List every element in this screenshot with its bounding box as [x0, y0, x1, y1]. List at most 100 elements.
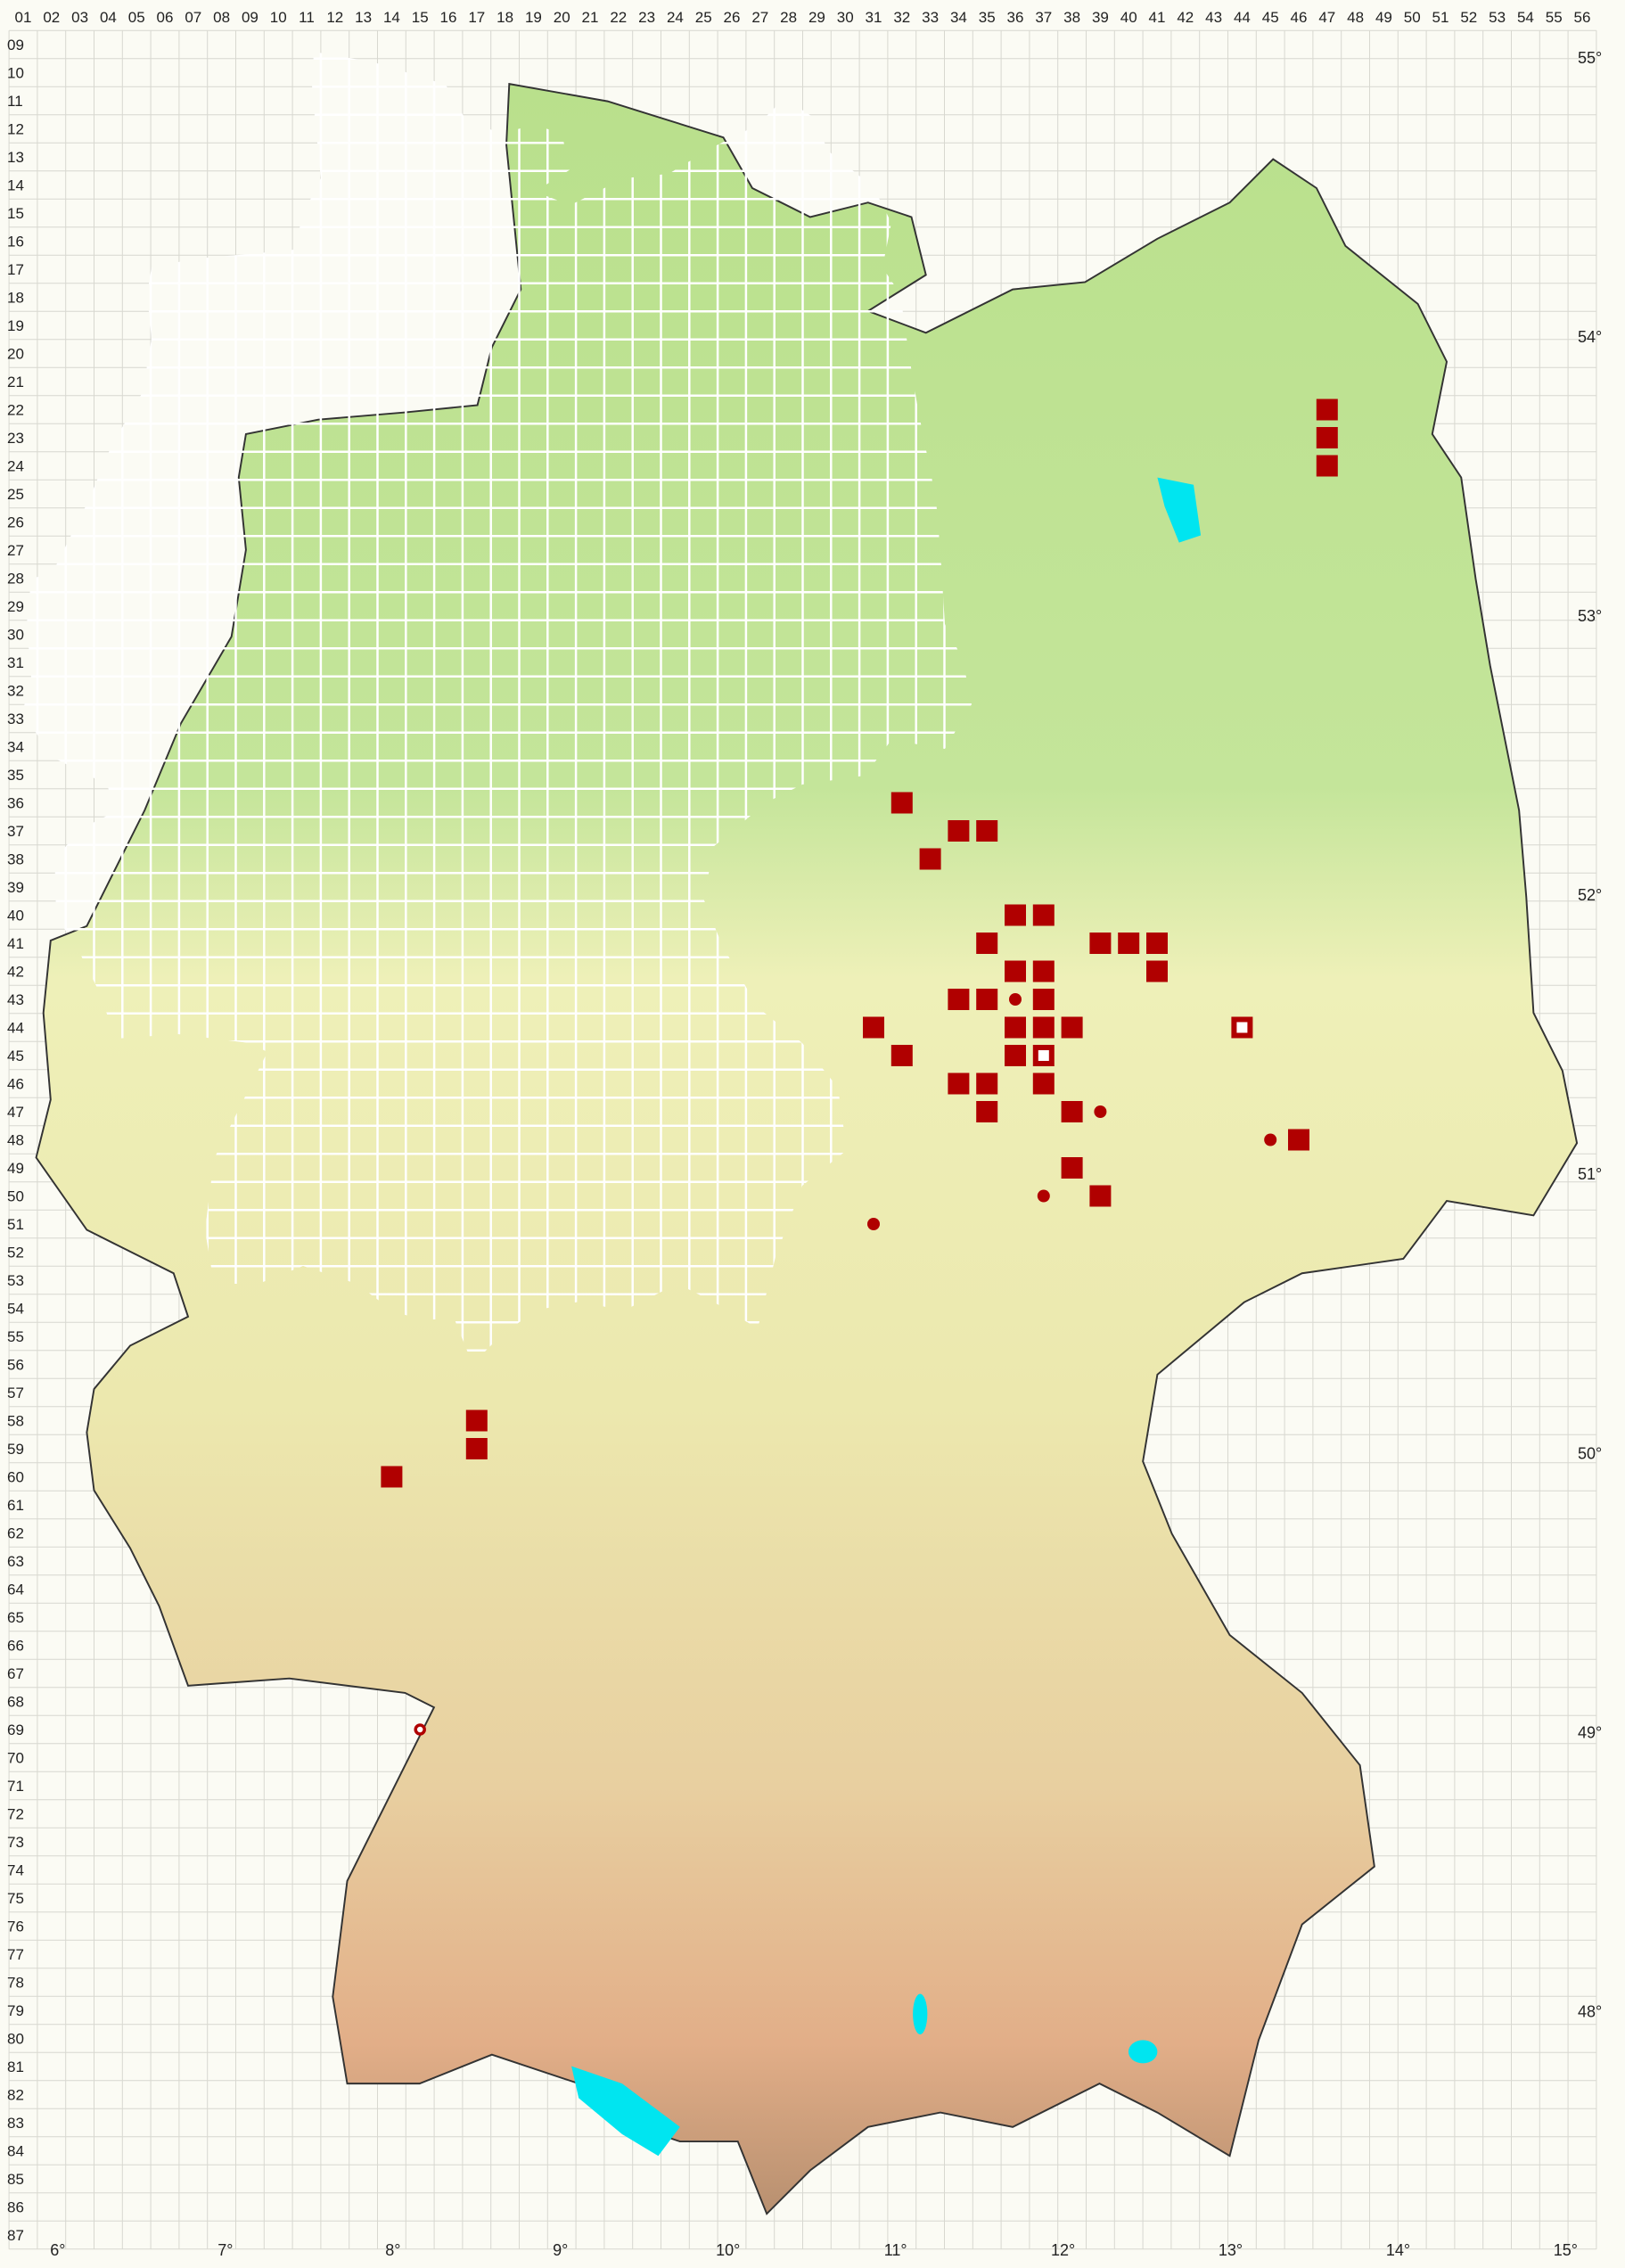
column-label: 47 — [1318, 9, 1335, 26]
row-label: 40 — [7, 908, 24, 924]
longitude-label: 15° — [1554, 2241, 1578, 2259]
marker-filled-square — [1061, 1101, 1083, 1122]
column-label: 49 — [1375, 9, 1392, 26]
column-label: 44 — [1234, 9, 1251, 26]
lake-ammersee — [913, 1993, 928, 2034]
row-label: 18 — [7, 290, 24, 307]
lakes — [571, 477, 1202, 2157]
row-label: 10 — [7, 65, 24, 82]
marker-filled-square — [381, 1466, 403, 1488]
column-label: 40 — [1120, 9, 1137, 26]
latitude-label: 54° — [1578, 328, 1602, 346]
longitude-label: 11° — [884, 2241, 907, 2259]
marker-open-circle — [414, 1723, 426, 1736]
column-label: 16 — [440, 9, 457, 26]
row-label: 11 — [7, 93, 23, 110]
row-label: 23 — [7, 430, 24, 447]
row-label: 24 — [7, 458, 24, 475]
row-label: 31 — [7, 654, 24, 671]
row-label: 35 — [7, 767, 24, 784]
row-label: 30 — [7, 627, 24, 644]
lake-chiemsee — [1128, 2040, 1158, 2064]
row-label: 83 — [7, 2115, 24, 2132]
marker-filled-square — [976, 1072, 998, 1095]
marker-filled-square — [919, 848, 941, 870]
row-label: 14 — [7, 177, 24, 194]
markers — [381, 399, 1338, 1736]
column-label: 52 — [1460, 9, 1477, 26]
row-label: 72 — [7, 1806, 24, 1823]
latitude-label: 51° — [1578, 1165, 1602, 1183]
row-label: 16 — [7, 234, 24, 251]
column-label: 54 — [1517, 9, 1534, 26]
marker-filled-square — [890, 1045, 913, 1066]
column-label: 14 — [383, 9, 400, 26]
latitude-label: 53° — [1578, 607, 1602, 625]
column-label: 39 — [1092, 9, 1109, 26]
marker-filled-square — [1316, 399, 1338, 421]
column-label: 07 — [185, 9, 201, 26]
column-label: 02 — [43, 9, 60, 26]
column-label: 27 — [751, 9, 768, 26]
column-label: 43 — [1205, 9, 1222, 26]
row-label: 79 — [7, 2002, 24, 2019]
column-label: 15 — [412, 9, 429, 26]
column-label: 38 — [1063, 9, 1080, 26]
row-label: 09 — [7, 37, 24, 53]
column-label: 33 — [922, 9, 939, 26]
column-label: 37 — [1035, 9, 1052, 26]
row-label: 71 — [7, 1778, 24, 1795]
row-label: 51 — [7, 1216, 24, 1233]
row-label: 62 — [7, 1525, 24, 1542]
column-label: 45 — [1262, 9, 1279, 26]
row-label: 67 — [7, 1665, 24, 1682]
column-label: 48 — [1347, 9, 1364, 26]
marker-open-square — [1032, 1045, 1055, 1066]
column-label: 53 — [1489, 9, 1506, 26]
row-label: 28 — [7, 571, 24, 588]
column-label: 06 — [157, 9, 174, 26]
marker-filled-square — [976, 933, 998, 954]
marker-filled-square — [1316, 455, 1338, 477]
column-label: 01 — [15, 9, 32, 26]
column-label: 19 — [525, 9, 542, 26]
marker-open-square — [1231, 1016, 1253, 1039]
lake-mueritz — [1157, 477, 1202, 543]
column-label: 32 — [893, 9, 910, 26]
marker-filled-square — [465, 1409, 488, 1432]
row-label: 15 — [7, 205, 24, 222]
column-label: 42 — [1177, 9, 1194, 26]
longitude-label: 12° — [1051, 2241, 1075, 2259]
row-label: 75 — [7, 1890, 24, 1907]
row-label: 19 — [7, 317, 24, 334]
row-label: 25 — [7, 486, 24, 503]
row-label: 20 — [7, 346, 24, 363]
latitude-label: 48° — [1578, 2002, 1602, 2020]
column-label: 12 — [326, 9, 343, 26]
row-label: 29 — [7, 598, 24, 615]
marker-filled-square — [1089, 1185, 1112, 1207]
longitude-label: 7° — [217, 2241, 233, 2259]
marker-filled-square — [465, 1438, 488, 1459]
row-label: 58 — [7, 1413, 24, 1430]
row-label: 13 — [7, 149, 24, 166]
marker-filled-square — [1146, 960, 1168, 982]
marker-filled-square — [948, 820, 970, 842]
germany-outline — [35, 82, 1579, 2215]
longitude-label: 13° — [1219, 2241, 1243, 2259]
row-label: 38 — [7, 851, 24, 868]
marker-filled-square — [1032, 1072, 1055, 1095]
marker-filled-square — [890, 792, 913, 814]
row-label: 32 — [7, 683, 24, 700]
column-label: 10 — [270, 9, 287, 26]
row-label: 49 — [7, 1160, 24, 1177]
marker-filled-square — [1032, 904, 1055, 926]
row-label: 43 — [7, 991, 24, 1008]
marker-filled-square — [1089, 933, 1112, 954]
marker-filled-circle — [1264, 1133, 1277, 1146]
marker-filled-square — [1118, 933, 1140, 954]
row-label: 59 — [7, 1441, 24, 1458]
column-label: 04 — [100, 9, 117, 26]
